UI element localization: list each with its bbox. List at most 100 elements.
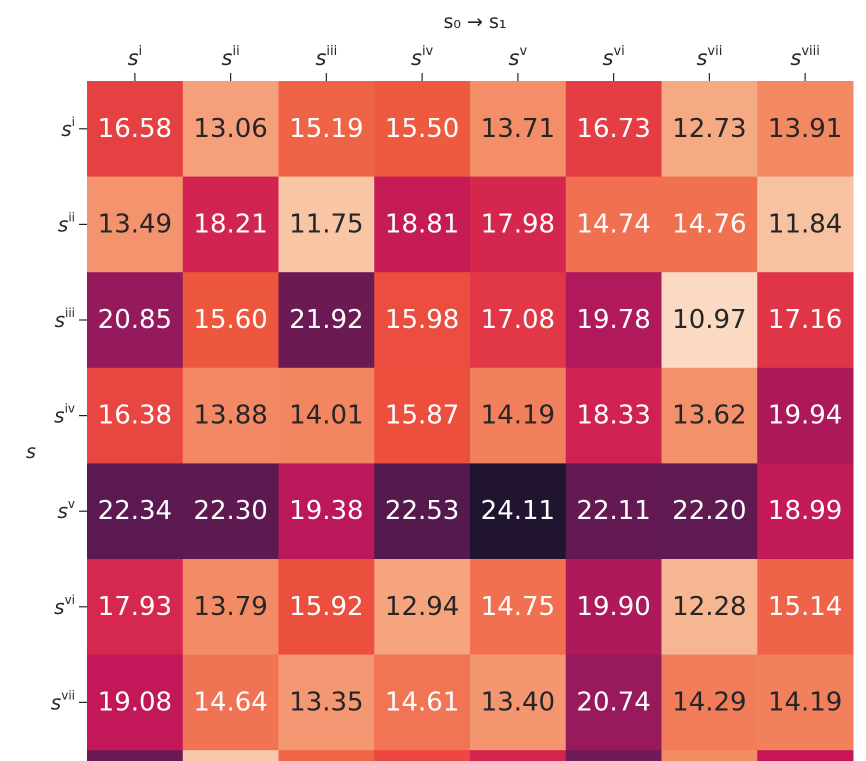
heatmap-cell: [182, 654, 279, 751]
cell-value-label: 16.73: [576, 114, 650, 144]
x-tick-label: siv: [411, 44, 434, 70]
cell-value-label: 18.21: [193, 209, 267, 239]
heatmap-cell: [278, 654, 375, 751]
heatmap-cell: [565, 176, 662, 273]
heatmap-cell: [565, 559, 662, 656]
heatmap-cell: [565, 81, 662, 178]
heatmap-cell: [182, 463, 279, 560]
heatmap-cell: [182, 81, 279, 178]
y-axis-label: s: [26, 441, 36, 463]
cell-value-label: 10.97: [672, 305, 746, 335]
heatmap-cell: [278, 750, 375, 761]
heatmap-cell: [182, 272, 279, 369]
cell-value-label: 13.71: [481, 114, 555, 144]
cell-value-label: 14.61: [385, 687, 459, 717]
heatmap-cell: [757, 463, 854, 560]
heatmap-cell: [470, 750, 567, 761]
cell-value-label: 14.76: [672, 209, 746, 239]
heatmap-cell: [182, 559, 279, 656]
heatmap-cell: [757, 559, 854, 656]
cell-value-label: 12.73: [672, 114, 746, 144]
cell-value-label: 13.49: [98, 209, 172, 239]
heatmap-cell: [661, 750, 758, 761]
cell-value-label: 16.38: [98, 401, 172, 431]
cell-value-label: 22.34: [98, 496, 172, 526]
heatmap-cell: [278, 367, 375, 464]
x-tick-label: svii: [696, 44, 722, 70]
heatmap-cell: [470, 559, 567, 656]
heatmap-cell: [87, 272, 184, 369]
heatmap-cell: [374, 81, 471, 178]
heatmap-cell: [757, 176, 854, 273]
y-tick-label: svi: [54, 593, 75, 619]
cell-value-label: 19.94: [768, 401, 842, 431]
cell-value-label: 18.33: [576, 401, 650, 431]
cell-value-label: 13.91: [768, 114, 842, 144]
heatmap-cell: [565, 654, 662, 751]
heatmap-cell: [661, 463, 758, 560]
heatmap-cell: [661, 559, 758, 656]
heatmap-cell: [565, 367, 662, 464]
heatmap-cell: [87, 654, 184, 751]
heatmap-cell: [757, 750, 854, 761]
cell-value-label: 11.84: [768, 209, 842, 239]
cell-value-label: 19.78: [576, 305, 650, 335]
heatmap-cell: [374, 654, 471, 751]
cell-value-label: 15.87: [385, 401, 459, 431]
heatmap-cell: [182, 367, 279, 464]
cell-value-label: 17.08: [481, 305, 555, 335]
x-axis-label: s₀ → s₁: [443, 11, 506, 33]
heatmap-cell: [87, 176, 184, 273]
cell-value-label: 14.64: [193, 687, 267, 717]
x-tick-label: sviii: [790, 44, 819, 70]
cell-value-label: 16.58: [98, 114, 172, 144]
cell-value-label: 13.35: [289, 687, 363, 717]
x-tick-label: svi: [602, 44, 624, 70]
cell-value-label: 11.75: [289, 209, 363, 239]
cell-value-label: 14.74: [576, 209, 650, 239]
heatmap-cell: [87, 559, 184, 656]
cell-value-label: 18.81: [385, 209, 459, 239]
heatmap-cell: [565, 463, 662, 560]
cell-value-label: 12.28: [672, 592, 746, 622]
cell-value-label: 15.50: [385, 114, 459, 144]
cell-value-label: 18.99: [768, 496, 842, 526]
heatmap-cell: [565, 272, 662, 369]
heatmap-cell: [757, 654, 854, 751]
cell-value-label: 13.62: [672, 401, 746, 431]
heatmap-cell: [278, 559, 375, 656]
heatmap-cell: [374, 272, 471, 369]
x-tick-label: siii: [315, 44, 337, 70]
y-tick-label: siii: [55, 306, 75, 332]
heatmap-cell: [278, 272, 375, 369]
cell-value-label: 14.01: [289, 401, 363, 431]
heatmap-cell: [87, 81, 184, 178]
heatmap-cell: [661, 176, 758, 273]
cell-value-label: 19.38: [289, 496, 363, 526]
cell-value-label: 14.19: [768, 687, 842, 717]
heatmap-cell: [470, 654, 567, 751]
cell-value-label: 21.92: [289, 305, 363, 335]
heatmap-cell: [470, 272, 567, 369]
heatmap-cell: [661, 367, 758, 464]
cell-value-label: 15.92: [289, 592, 363, 622]
heatmap-cell: [470, 176, 567, 273]
cell-value-label: 15.19: [289, 114, 363, 144]
cell-value-label: 22.30: [193, 496, 267, 526]
cell-value-label: 15.60: [193, 305, 267, 335]
heatmap-cell: [661, 272, 758, 369]
heatmap-cell: [470, 81, 567, 178]
heatmap-cell: [374, 463, 471, 560]
heatmap-cell: [87, 750, 184, 761]
cell-value-label: 13.06: [193, 114, 267, 144]
cell-value-label: 19.08: [98, 687, 172, 717]
heatmap-cell: [470, 463, 567, 560]
x-axis: si sii siii siv sv svi svii sviii: [128, 44, 820, 81]
heatmap-cell: [470, 367, 567, 464]
cell-value-label: 20.74: [576, 687, 650, 717]
y-tick-label: svii: [51, 688, 75, 714]
cell-value-label: 19.90: [576, 592, 650, 622]
heatmap-cell: [757, 272, 854, 369]
cell-value-label: 17.93: [98, 592, 172, 622]
